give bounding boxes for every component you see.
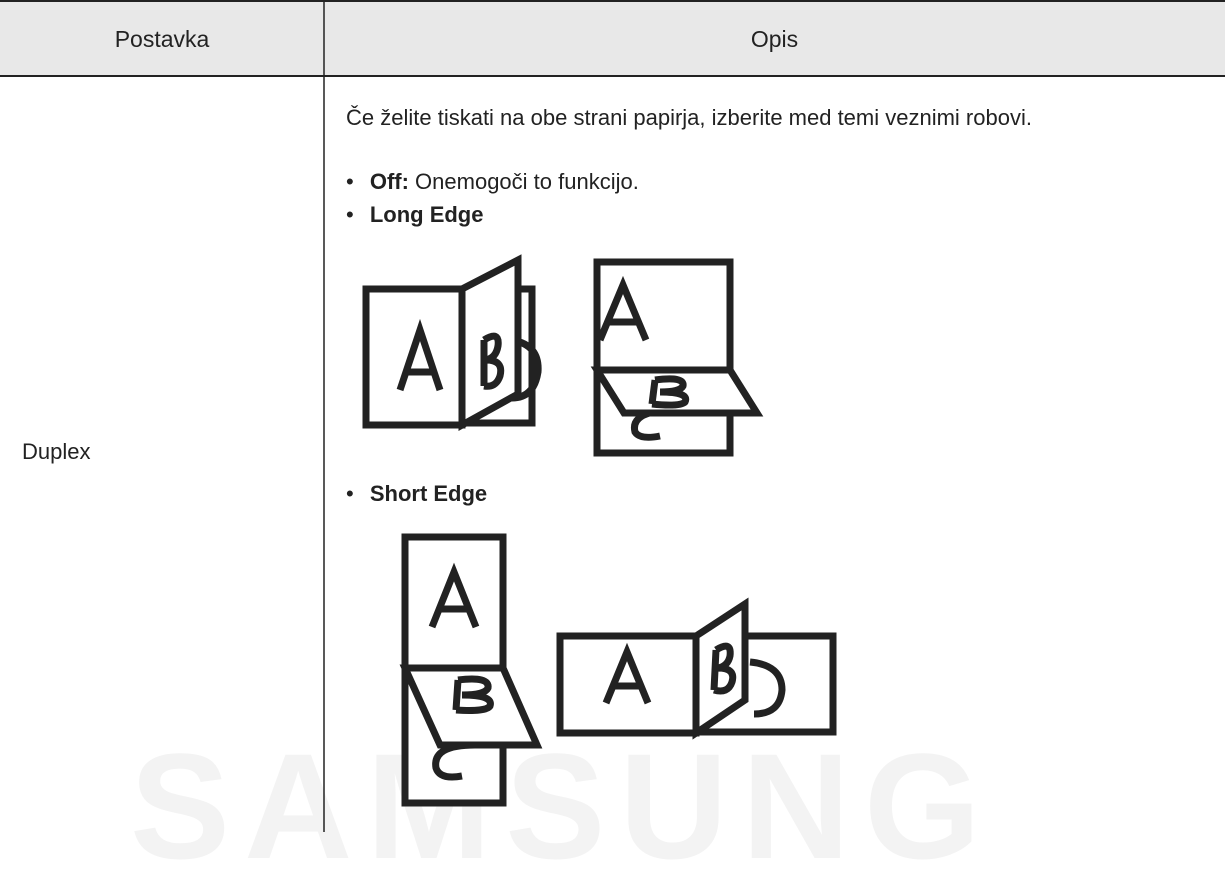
description-intro: Če želite tiskati na obe strani papirja,… — [346, 105, 1032, 130]
setting-name: Duplex — [22, 439, 91, 464]
page: SAMSUNG Postavka Opis Duplex Če želite t… — [0, 0, 1225, 832]
option-text: Onemogoči to funkcijo. — [415, 169, 639, 194]
option-label: Off: — [369, 169, 409, 194]
long-edge-illustration — [362, 254, 764, 457]
header-cell: Postavka — [114, 26, 210, 52]
header-background — [0, 0, 1225, 76]
table-lines — [0, 0, 1225, 832]
option-item: Long Edge — [346, 199, 484, 231]
header-cell: Opis — [750, 26, 799, 52]
option-item: Off: Onemogoči to funkcijo. — [346, 166, 639, 198]
option-label: Short Edge — [369, 481, 488, 506]
option-label: Long Edge — [369, 202, 484, 227]
option-item: Short Edge — [346, 478, 487, 510]
short-edge-illustration — [399, 533, 837, 807]
